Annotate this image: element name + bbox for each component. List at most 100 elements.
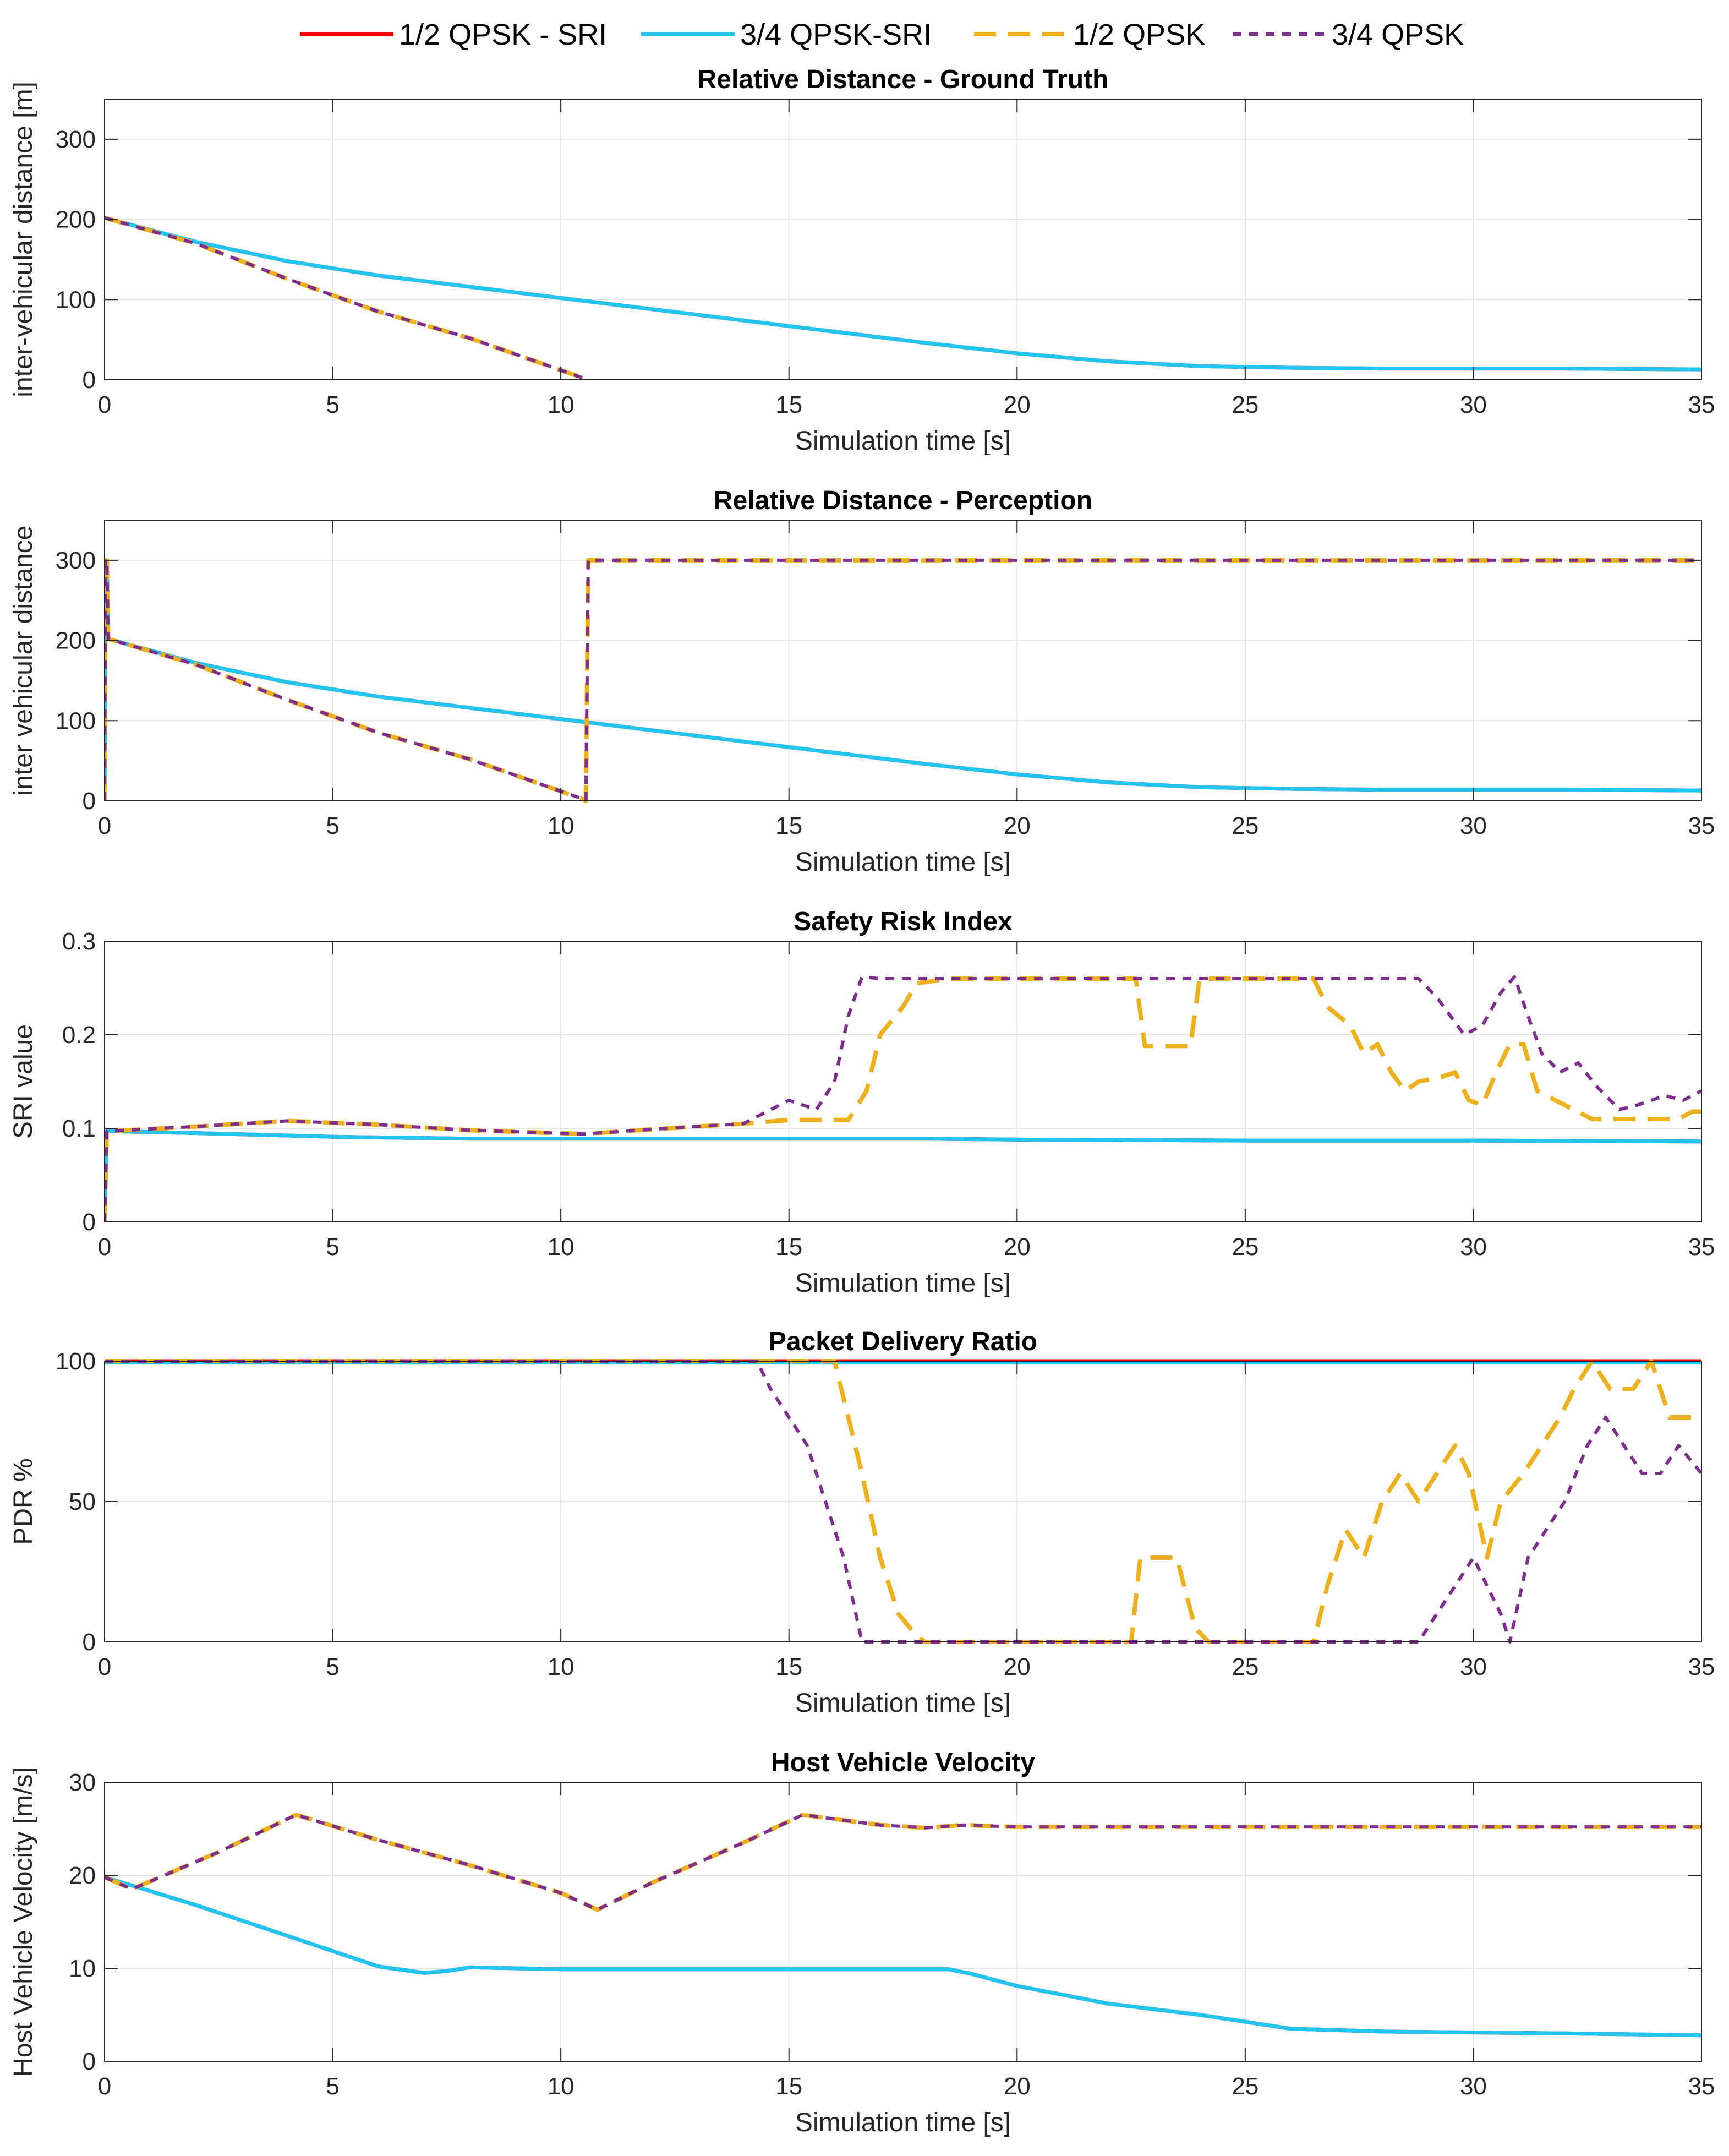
legend: 1/2 QPSK - SRI 3/4 QPSK-SRI 1/2 QPSK 3/4 QP… — [300, 18, 1464, 51]
subplot-4: 0 5 10 15 20 25 30 35 0 50 100 Packet Delivery Rati… — [9, 1327, 1715, 1718]
x-tick-label: 20 — [1004, 1653, 1031, 1680]
x-tick-label: 5 — [326, 1233, 339, 1260]
y-tick-label: 30 — [69, 1769, 96, 1796]
y-tick-label: 300 — [56, 126, 96, 153]
series-line-1-2-qpsk — [105, 1359, 1701, 1644]
x-tick-label: 5 — [326, 1653, 339, 1680]
y-tick-label: 0.3 — [62, 928, 96, 955]
y-tick-label: 0 — [83, 1209, 96, 1236]
x-tick-label: 0 — [98, 1233, 111, 1260]
x-tick-label: 20 — [1004, 391, 1031, 418]
y-tick-label: 200 — [56, 627, 96, 654]
x-tick-label: 15 — [775, 1233, 802, 1260]
x-tick-label: 25 — [1232, 1653, 1259, 1680]
x-tick-label: 20 — [1004, 1233, 1031, 1260]
x-tick-label: 0 — [98, 2073, 111, 2100]
y-tick-label: 50 — [69, 1488, 96, 1515]
y-tick-label: 0 — [83, 367, 96, 394]
series-line-1-2-qpsk — [105, 976, 1701, 1222]
series-line-3-4-qpsk-sri — [105, 1875, 1701, 2038]
x-tick-label: 25 — [1232, 1233, 1259, 1260]
x-tick-label: 10 — [548, 1653, 574, 1680]
y-axis-label: SRI value — [9, 1024, 38, 1139]
x-tick-label: 0 — [98, 812, 111, 839]
x-axis-label: Simulation time [s] — [795, 848, 1011, 877]
x-tick-label: 15 — [775, 1653, 802, 1680]
y-axis-label: Host Vehicle Velocity [m/s] — [9, 1767, 38, 2077]
y-axis-label: inter-vehicular distance [m] — [9, 81, 38, 397]
x-tick-label: 35 — [1688, 1233, 1715, 1260]
y-tick-label: 0.2 — [62, 1022, 96, 1049]
x-tick-label: 5 — [326, 391, 339, 418]
x-tick-label: 25 — [1232, 391, 1259, 418]
plot-area — [105, 520, 1701, 801]
x-axis-label: Simulation time [s] — [795, 1689, 1011, 1718]
subplot-title: Relative Distance - Ground Truth — [698, 65, 1109, 94]
subplot-3: 0 5 10 15 20 25 30 35 0 0.1 0.2 0.3 Safety Risk Inde… — [9, 907, 1715, 1298]
legend-label-2: 1/2 QPSK — [1073, 18, 1205, 51]
y-tick-label: 10 — [69, 1955, 96, 1982]
plot-area — [105, 99, 1701, 380]
x-tick-label: 5 — [326, 2073, 339, 2100]
y-tick-label: 0.1 — [62, 1115, 96, 1142]
series-line-3-4-qpsk — [105, 975, 1701, 1222]
y-tick-label: 100 — [56, 286, 96, 313]
y-tick-label: 20 — [69, 1862, 96, 1889]
y-tick-label: 0 — [83, 1629, 96, 1656]
x-tick-label: 10 — [548, 1233, 574, 1260]
x-tick-label: 25 — [1232, 2073, 1259, 2100]
plot-area — [105, 1782, 1701, 2061]
x-tick-label: 20 — [1004, 2073, 1031, 2100]
x-tick-label: 15 — [775, 2073, 802, 2100]
x-tick-label: 35 — [1688, 2073, 1715, 2100]
legend-label-3: 3/4 QPSK — [1332, 18, 1464, 51]
x-tick-label: 0 — [98, 391, 111, 418]
x-tick-label: 5 — [326, 812, 339, 839]
subplot-2: 0 5 10 15 20 25 30 35 0 100 200 300 Relative Distanc… — [9, 486, 1715, 877]
y-tick-label: 0 — [83, 2048, 96, 2075]
legend-label-1: 3/4 QPSK-SRI — [740, 18, 932, 51]
series-group — [105, 975, 1701, 1222]
x-tick-label: 0 — [98, 1653, 111, 1680]
axes-box — [104, 99, 1702, 380]
y-tick-label: 100 — [56, 707, 96, 734]
y-tick-label: 0 — [83, 788, 96, 815]
legend-label-0: 1/2 QPSK - SRI — [399, 18, 607, 51]
y-axis-label: PDR % — [9, 1458, 38, 1544]
x-tick-label: 10 — [548, 391, 574, 418]
subplot-5: 0 5 10 15 20 25 30 35 0 10 20 30 Host Vehicle Veloci… — [9, 1748, 1715, 2137]
x-tick-label: 35 — [1688, 812, 1715, 839]
axes-box — [104, 520, 1702, 801]
y-axis-label: inter vehicular distance — [9, 526, 38, 796]
x-tick-label: 35 — [1688, 391, 1715, 418]
plot-area — [105, 941, 1701, 1222]
x-tick-label: 30 — [1460, 1653, 1487, 1680]
x-tick-label: 15 — [775, 812, 802, 839]
x-tick-label: 20 — [1004, 812, 1031, 839]
x-axis-label: Simulation time [s] — [795, 1269, 1011, 1298]
x-tick-label: 30 — [1460, 391, 1487, 418]
series-line-3-4-qpsk — [105, 1813, 1701, 1912]
x-tick-label: 25 — [1232, 812, 1259, 839]
x-tick-label: 15 — [775, 391, 802, 418]
subplot-title: Relative Distance - Perception — [714, 486, 1092, 515]
subplot-title: Host Vehicle Velocity — [771, 1748, 1036, 1777]
y-tick-label: 100 — [56, 1348, 96, 1375]
x-axis-label: Simulation time [s] — [795, 2108, 1011, 2137]
subplot-1: 0 5 10 15 20 25 30 35 0 100 200 300 Relative Distanc… — [9, 65, 1715, 456]
axes-box — [104, 941, 1702, 1222]
series-line-3-4-qpsk — [105, 1360, 1701, 1644]
x-tick-label: 30 — [1460, 1233, 1487, 1260]
x-tick-label: 30 — [1460, 812, 1487, 839]
subplot-title: Packet Delivery Ratio — [769, 1327, 1037, 1356]
x-tick-label: 35 — [1688, 1653, 1715, 1680]
x-tick-label: 10 — [548, 812, 574, 839]
x-tick-label: 10 — [548, 2073, 574, 2100]
subplot-title: Safety Risk Index — [794, 907, 1013, 936]
y-tick-label: 300 — [56, 547, 96, 574]
series-line-3-4-qpsk-sri — [105, 216, 1701, 372]
y-tick-label: 200 — [56, 206, 96, 233]
x-tick-label: 30 — [1460, 2073, 1487, 2100]
